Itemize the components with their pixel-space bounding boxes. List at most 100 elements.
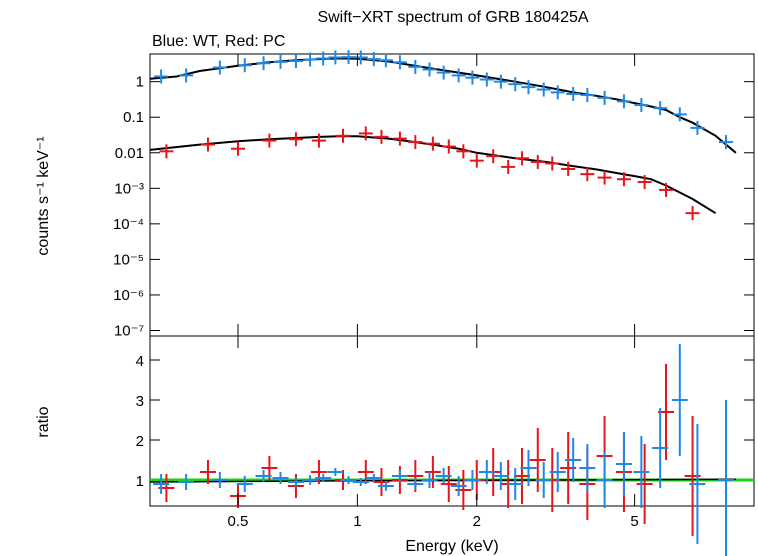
wt-ratio-point (652, 408, 669, 488)
top-y-tick-label: 0.01 (115, 145, 144, 162)
wt-top-point (597, 90, 612, 105)
bottom-panel-y-ticks: 1 2 3 4 (136, 353, 754, 490)
wt-ratio-point (302, 475, 319, 485)
pc-top-point (230, 141, 245, 156)
wt-ratio-point (365, 474, 382, 482)
pc-top-point (597, 170, 612, 185)
wt-ratio-point (391, 470, 408, 482)
top-model-lines (149, 57, 737, 215)
bottom-pc-series (158, 364, 701, 536)
wt-ratio-point (435, 468, 452, 484)
wt-top-point (479, 72, 494, 87)
wt-ratio-point (579, 444, 596, 492)
pc-top-point (659, 182, 674, 197)
bottom-y-tick-label: 4 (136, 353, 144, 370)
top-y-tick-label: 10⁻⁵ (113, 251, 144, 268)
wt-top-point (634, 98, 649, 113)
wt-ratio-point (464, 470, 481, 490)
wt-top-point (508, 77, 523, 92)
pc-top-point (425, 136, 440, 151)
pc-ratio-point (199, 460, 216, 484)
wt-top-point (451, 68, 466, 83)
pc-top-point (200, 137, 215, 152)
pc-top-point (392, 131, 407, 146)
wt-ratio-point (340, 476, 357, 484)
pc-top-point (288, 132, 303, 147)
x-axis-label: Energy (keV) (405, 538, 498, 555)
pc-top-point (408, 135, 423, 150)
wt-top-point (719, 135, 734, 150)
bottom-panel: 1 2 3 4 ratio (35, 335, 755, 556)
wt-top-point (422, 62, 437, 77)
pc-top-point (374, 129, 389, 144)
wt-ratio-point (450, 476, 467, 496)
wt-ratio-point (718, 400, 735, 556)
wt-ratio-point (315, 474, 332, 482)
pc-top-point (486, 149, 501, 164)
pc-top-point (580, 167, 595, 182)
wt-top-point (256, 56, 271, 71)
pc-top-point (336, 128, 351, 143)
pc-ratio-point (357, 460, 374, 484)
top-y-tick-label: 10⁻⁴ (113, 216, 144, 233)
wt-ratio-point (327, 468, 344, 476)
wt-top-point (366, 52, 381, 67)
pc-ratio-point (424, 456, 441, 488)
wt-ratio-point (478, 460, 495, 484)
wt-ratio-point (153, 474, 170, 494)
top-y-tick-label: 0.1 (123, 109, 144, 126)
wt-top-point (408, 59, 423, 74)
top-y-axis-label: counts s⁻¹ keV⁻¹ (35, 136, 52, 255)
top-y-tick-label: 10⁻⁶ (113, 287, 144, 304)
chart-subtitle: Blue: WT, Red: PC (152, 33, 285, 50)
wt-ratio-point (421, 472, 438, 488)
pc-top-point (637, 175, 652, 190)
pc-top-point (685, 206, 700, 221)
top-y-tick-label: 10⁻³ (114, 180, 144, 197)
pc-ratio-point (310, 460, 327, 484)
wt-top-point (303, 52, 318, 67)
wt-top-point (566, 86, 581, 101)
wt-ratio-point (549, 452, 566, 492)
bottom-reference-lines (149, 478, 754, 483)
top-wt-series (154, 50, 734, 150)
x-tick-label: 2 (473, 513, 481, 530)
wt-ratio-point (520, 450, 537, 486)
wt-ratio-point (633, 436, 650, 508)
wt-ratio-point (211, 472, 228, 488)
x-axis-ticks: 0.5 1 2 5 (228, 54, 639, 530)
wt-ratio-point (272, 472, 289, 484)
wt-top-point (316, 51, 331, 66)
wt-top-point (179, 68, 194, 83)
bottom-wt-series (153, 344, 735, 556)
pc-ratio-point (513, 448, 530, 504)
wt-ratio-point (689, 424, 706, 544)
wt-top-point (378, 53, 393, 68)
pc-ratio-point (373, 468, 390, 496)
wt-top-point (493, 74, 508, 89)
x-tick-label: 1 (353, 513, 361, 530)
pc-top-point (501, 159, 516, 174)
x-tick-label: 5 (630, 513, 638, 530)
bottom-panel-frame (149, 335, 755, 507)
pc-top-point (616, 172, 631, 187)
wt-top-point (690, 120, 705, 135)
pc-top-point (561, 161, 576, 176)
wt-ratio-point (255, 470, 272, 482)
wt-top-point (273, 54, 288, 69)
top-panel-frame (149, 53, 755, 337)
wt-top-point (465, 70, 480, 85)
bottom-y-tick-label: 2 (136, 433, 144, 450)
wt-top-point (550, 85, 565, 100)
bottom-y-tick-label: 3 (136, 393, 144, 410)
wt-top-point (580, 88, 595, 103)
wt-top-point (536, 82, 551, 97)
wt-ratio-point (236, 476, 253, 492)
wt-top-point (616, 94, 631, 109)
pc-model-line (149, 135, 717, 215)
pc-top-point (441, 139, 456, 154)
pc-top-point (514, 151, 529, 166)
wt-ratio-point (287, 477, 304, 487)
wt-top-point (521, 80, 536, 95)
